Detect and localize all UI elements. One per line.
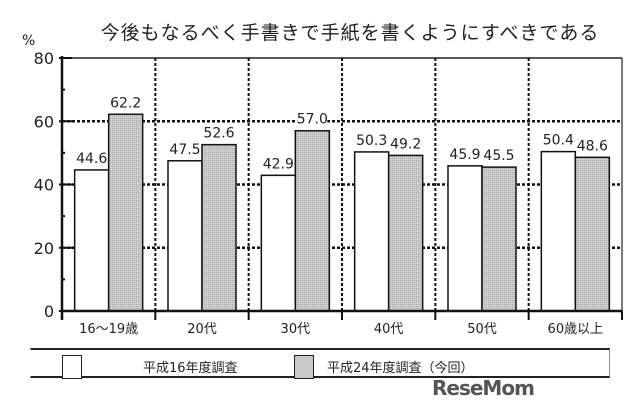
y-tick-label: 40 (34, 176, 54, 195)
value-label: 47.5 (169, 142, 200, 158)
value-label: 42.9 (263, 156, 294, 172)
value-label: 57.0 (297, 112, 328, 128)
bar (447, 165, 483, 312)
legend-label-h16: 平成16年度調査 (143, 361, 238, 376)
bar (574, 156, 611, 312)
y-unit-label: % (22, 33, 36, 49)
value-label: 49.2 (390, 136, 421, 152)
legend: 平成16年度調査 平成24年度調査（今回） (30, 348, 610, 379)
x-tick-label: 50代 (467, 322, 497, 337)
bar (481, 166, 517, 312)
x-tick-label: 20代 (187, 322, 217, 337)
bar (260, 174, 297, 312)
value-label: 50.4 (543, 133, 574, 149)
bar (73, 169, 110, 312)
bar-chart: 44.6 62.2 16〜19歳 47.552.6 20代 42.9 57.0 30代 50.3… (34, 49, 623, 337)
value-label: 52.6 (203, 126, 234, 142)
bar (107, 113, 144, 312)
value-label: 48.6 (577, 138, 608, 154)
bar (387, 154, 424, 312)
legend-swatch-h24 (294, 355, 314, 379)
bar (294, 129, 331, 312)
legend-swatch-h16 (62, 355, 82, 379)
y-tick-label: 80 (34, 49, 54, 68)
bar (201, 143, 237, 312)
value-label: 62.2 (110, 95, 141, 111)
value-label: 45.5 (483, 148, 514, 164)
x-tick-label: 30代 (281, 322, 311, 337)
y-tick-label: 60 (34, 112, 54, 131)
x-tick-label: 16〜19歳 (79, 322, 138, 337)
y-tick-label: 0 (44, 302, 54, 321)
legend-label-h24: 平成24年度調査（今回） (327, 361, 474, 376)
value-label: 45.9 (449, 147, 480, 163)
value-label: 50.3 (356, 133, 387, 149)
resemom-logo: ReseMom (432, 376, 535, 400)
y-tick-label: 20 (34, 239, 54, 258)
x-tick-label: 60歳以上 (548, 322, 604, 337)
value-label: 44.6 (76, 151, 107, 167)
x-tick-label: 40代 (374, 322, 404, 337)
bar (353, 151, 390, 312)
chart-title: 今後もなるべく手書きで手紙を書くようにすべきである (100, 22, 600, 44)
bar (167, 160, 203, 312)
bar (540, 150, 577, 312)
